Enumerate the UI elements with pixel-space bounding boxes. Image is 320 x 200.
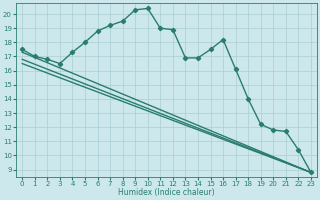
X-axis label: Humidex (Indice chaleur): Humidex (Indice chaleur) [118,188,215,197]
